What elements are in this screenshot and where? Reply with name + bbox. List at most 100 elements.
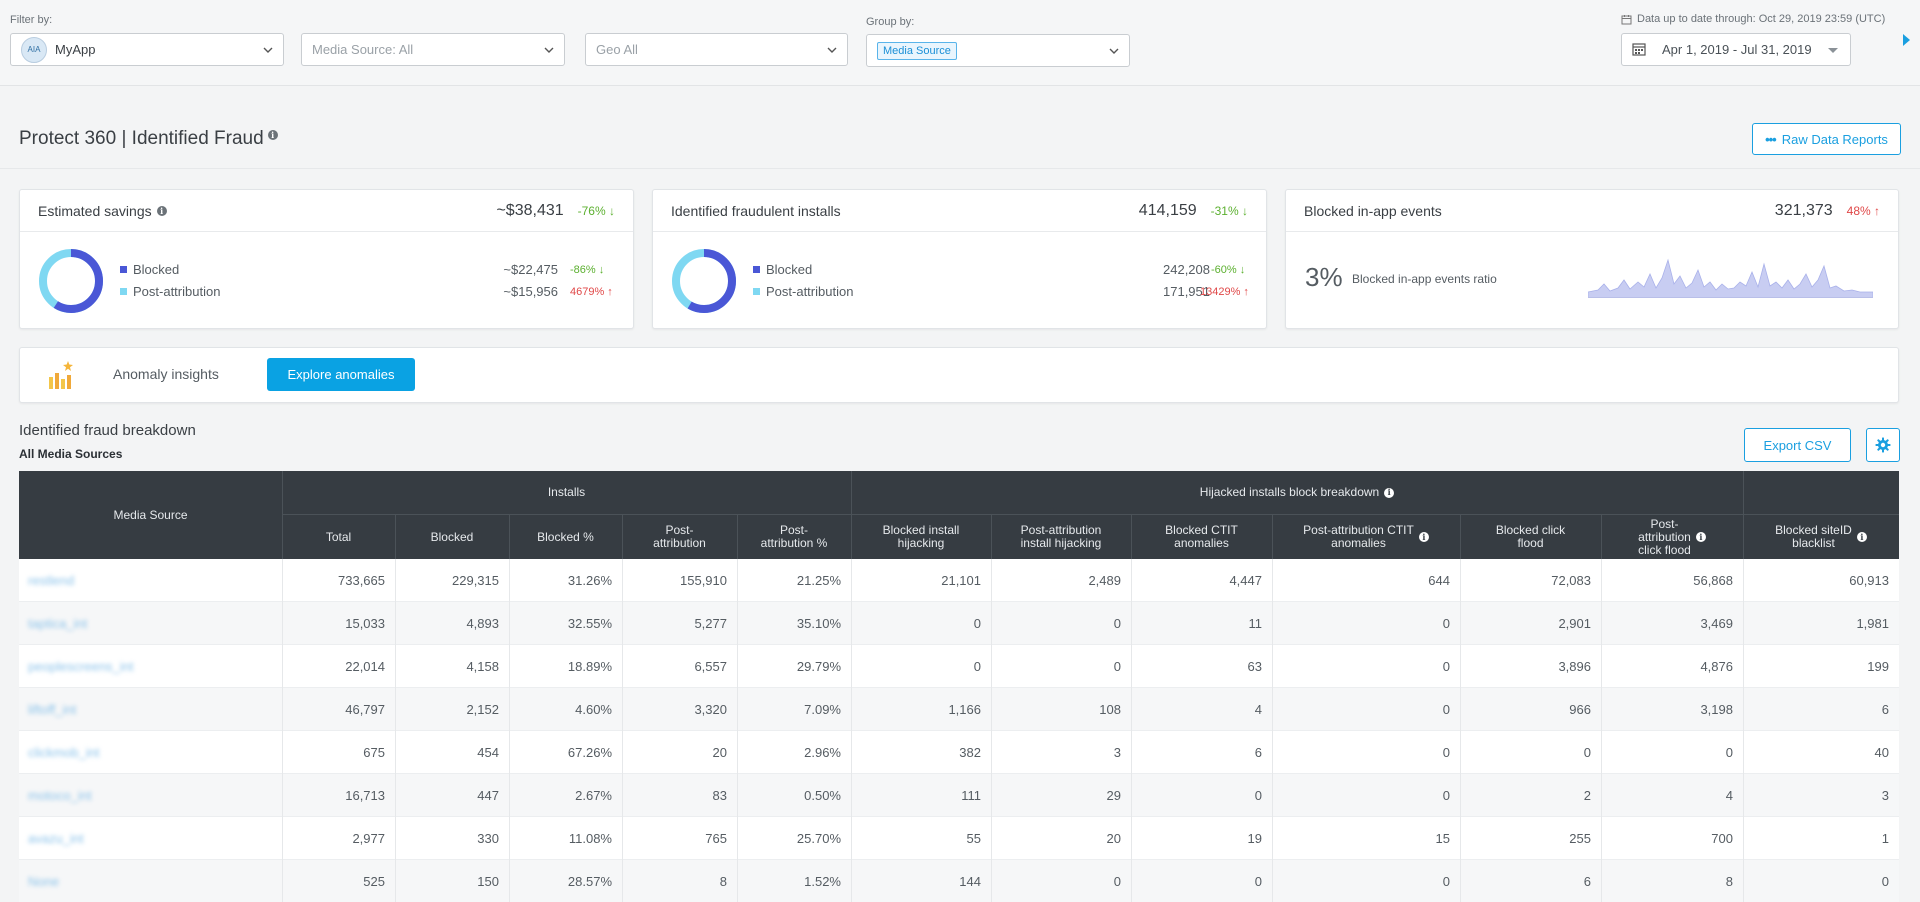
table-cell: 25.70% — [796, 831, 841, 846]
cell-divider — [851, 688, 852, 731]
table-row[interactable]: clickmob_int 675 454 67.26% 20 2.96% 382 3 6 0 0 0 4… — [19, 731, 1899, 774]
table-settings-button[interactable] — [1866, 428, 1900, 462]
explore-anomalies-button[interactable]: Explore anomalies — [267, 358, 415, 391]
cell-divider — [282, 688, 283, 731]
table-row[interactable]: motoco_int 16,713 447 2.67% 83 0.50% 111 29 0 0 2 4… — [19, 774, 1899, 817]
info-icon[interactable]: i — [1856, 532, 1867, 542]
cell-divider — [1743, 602, 1744, 645]
estimated-savings-card: Estimated savings i ~$38,431 -76% ↓ Block… — [19, 189, 634, 329]
column-header[interactable]: Post- attribution click flood i — [1601, 515, 1743, 559]
raw-data-reports-button[interactable]: ••• Raw Data Reports — [1752, 123, 1901, 155]
column-header[interactable]: Post- attribution — [622, 515, 737, 559]
post-attribution-value: 171,951 — [1163, 284, 1210, 299]
table-cell: 3 — [1113, 745, 1121, 760]
header-divider — [282, 514, 1899, 515]
column-header[interactable]: Post- attribution % — [737, 515, 851, 559]
media-source-link[interactable]: peoplescreens_int — [28, 659, 134, 674]
column-header-label: Post- attribution — [653, 523, 706, 550]
cell-divider — [1272, 817, 1273, 860]
filter-by-label: Filter by: — [10, 14, 53, 26]
column-header[interactable]: Blocked siteID blacklist i — [1743, 515, 1899, 559]
table-cell: 0 — [1442, 616, 1450, 631]
media-source-link[interactable]: clickmob_int — [28, 745, 100, 760]
info-icon[interactable]: i — [267, 130, 278, 140]
info-icon[interactable]: i — [1695, 532, 1706, 542]
column-header[interactable]: Blocked % — [509, 515, 622, 559]
anomaly-insights-bar: Anomaly insights Explore anomalies — [19, 347, 1899, 403]
fraudulent-installs-card: Identified fraudulent installs 414,159 -… — [652, 189, 1267, 329]
column-header[interactable]: Blocked — [395, 515, 509, 559]
events-ratio-label: Blocked in-app events ratio — [1352, 272, 1497, 286]
table-row[interactable]: avazu_int 2,977 330 11.08% 765 25.70% 55 20 19 15… — [19, 817, 1899, 860]
media-source-link[interactable]: taptica_int — [28, 616, 88, 631]
table-row[interactable]: restlend 733,665 229,315 31.26% 155,910 21.25… — [19, 559, 1899, 602]
media-source-link[interactable]: motoco_int — [28, 788, 92, 803]
cell-divider — [509, 731, 510, 774]
media-source-link[interactable]: restlend — [28, 573, 75, 588]
table-cell: 0 — [1442, 745, 1450, 760]
table-cell: 11 — [1248, 616, 1263, 631]
cell-divider — [395, 602, 396, 645]
table-row[interactable]: None 525 150 28.57% 8 1.52% 144 0 0 0 6 8 0 — [19, 860, 1899, 902]
column-header[interactable]: Post-attribution install hijacking — [991, 515, 1131, 559]
cell-divider — [737, 860, 738, 902]
col-media-source[interactable]: Media Source — [113, 507, 188, 522]
cell-divider — [1460, 688, 1461, 731]
table-cell: 72,083 — [1551, 573, 1591, 588]
table-row[interactable]: liftoff_int 46,797 2,152 4.60% 3,320 7.09% 1,1… — [19, 688, 1899, 731]
table-cell: 6,557 — [694, 659, 727, 674]
events-sparkline — [1588, 258, 1873, 298]
table-cell: 20 — [1106, 831, 1121, 846]
header-divider — [509, 515, 510, 559]
cell-divider — [737, 688, 738, 731]
column-header[interactable]: Blocked CTIT anomalies — [1131, 515, 1272, 559]
group-by-chip[interactable]: Media Source — [877, 41, 957, 60]
column-header[interactable]: Blocked install hijacking — [851, 515, 991, 559]
table-cell: 1,981 — [1856, 616, 1889, 631]
card-total-value: ~$38,431 — [496, 201, 564, 219]
info-icon[interactable]: i — [156, 205, 167, 216]
chevron-down-icon — [544, 43, 554, 53]
table-row[interactable]: peoplescreens_int 22,014 4,158 18.89% 6,557 2… — [19, 645, 1899, 688]
cell-divider — [1601, 645, 1602, 688]
info-icon[interactable]: i — [1384, 487, 1395, 498]
breakdown-subtitle: All Media Sources — [19, 447, 123, 461]
media-source-select[interactable]: Media Source: All — [301, 33, 565, 66]
export-csv-button[interactable]: Export CSV — [1744, 428, 1851, 462]
table-cell: 675 — [363, 745, 385, 760]
group-by-select[interactable]: Media Source — [866, 34, 1130, 67]
column-header[interactable]: Total — [282, 515, 395, 559]
column-header[interactable]: Post-attribution CTIT anomalies i — [1272, 515, 1460, 559]
media-source-link[interactable]: liftoff_int — [28, 702, 77, 717]
info-icon[interactable]: i — [1418, 532, 1429, 542]
table-cell: 144 — [959, 874, 981, 889]
app-select[interactable]: AIA MyApp — [10, 33, 284, 66]
chevron-down-icon — [1109, 44, 1119, 54]
table-cell: 22,014 — [345, 659, 385, 674]
geo-select[interactable]: Geo All — [585, 33, 848, 66]
expand-panel-arrow-icon[interactable] — [1903, 34, 1910, 46]
table-cell: 733,665 — [338, 573, 385, 588]
cell-divider — [1460, 602, 1461, 645]
blocked-change: -86% ↓ — [570, 264, 605, 276]
cell-divider — [1743, 645, 1744, 688]
column-header[interactable]: Blocked click flood — [1460, 515, 1601, 559]
column-header-label: Total — [325, 529, 352, 544]
cell-divider — [622, 774, 623, 817]
column-header-label: Blocked % — [537, 529, 594, 544]
cell-divider — [282, 645, 283, 688]
card-total-value: 414,159 — [1138, 201, 1197, 219]
table-cell: 29.79% — [796, 659, 841, 674]
media-source-link[interactable]: None — [28, 874, 60, 889]
cell-divider — [395, 645, 396, 688]
media-source-link[interactable]: avazu_int — [28, 831, 84, 846]
date-range-picker[interactable]: Apr 1, 2019 - Jul 31, 2019 — [1621, 33, 1851, 66]
table-cell: 229,315 — [452, 573, 499, 588]
cell-divider — [622, 602, 623, 645]
cell-divider — [282, 559, 283, 602]
cell-divider — [737, 731, 738, 774]
table-row[interactable]: taptica_int 15,033 4,893 32.55% 5,277 35.10% 0… — [19, 602, 1899, 645]
table-cell: 16,713 — [345, 788, 385, 803]
table-cell: 2,152 — [466, 702, 499, 717]
cell-divider — [1460, 774, 1461, 817]
